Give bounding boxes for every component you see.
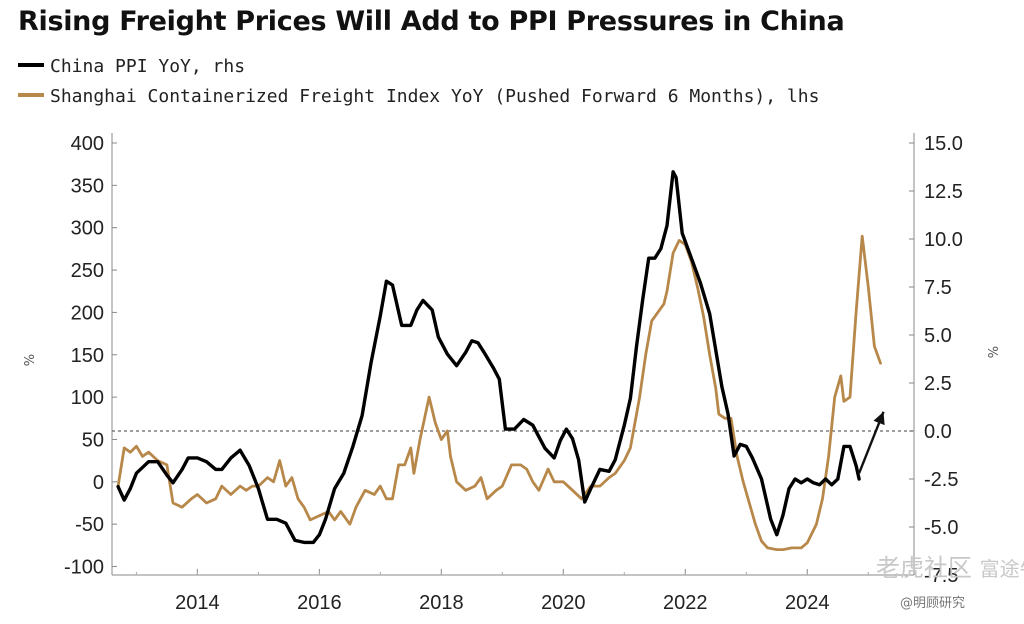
y-right-tick-label: 15.0 (924, 133, 963, 155)
legend-label-ppi: China PPI YoY, rhs (50, 56, 246, 77)
legend-item-ppi: China PPI YoY, rhs (18, 56, 245, 77)
y-right-tick-label: -7.5 (924, 565, 958, 587)
x-tick-label: 2016 (297, 592, 342, 614)
legend-item-scfi: Shanghai Containerized Freight Index YoY… (18, 86, 819, 107)
chart-title: Rising Freight Prices Will Add to PPI Pr… (18, 6, 845, 37)
legend-swatch-ppi (18, 63, 44, 67)
watermark-main: 老虎社区 富途牛牛 (876, 554, 1024, 582)
legend-label-scfi: Shanghai Containerized Freight Index YoY… (50, 86, 820, 107)
y-left-tick-label: 100 (71, 387, 104, 409)
y-left-tick-label: 200 (71, 302, 104, 324)
y-left-tick-label: -50 (75, 514, 104, 536)
y-right-tick-label: 7.5 (924, 277, 952, 299)
y-right-tick-label: -2.5 (924, 469, 958, 491)
y-right-tick-label: 12.5 (924, 181, 963, 203)
x-tick-label: 2018 (419, 592, 464, 614)
y-left-tick-label: 0 (93, 472, 104, 494)
y-left-tick-label: 400 (71, 133, 104, 155)
legend-swatch-scfi (18, 93, 44, 97)
y-left-tick-label: -100 (64, 557, 104, 579)
y-right-tick-label: 5.0 (924, 325, 952, 347)
x-tick-label: 2024 (785, 592, 830, 614)
x-tick-label: 2020 (541, 592, 586, 614)
y-right-tick-label: 2.5 (924, 373, 952, 395)
watermark-source: @明顾研究 (900, 596, 966, 611)
y-left-tick-label: 250 (71, 260, 104, 282)
x-tick-label: 2014 (175, 592, 220, 614)
y-right-unit: % (987, 346, 1002, 358)
y-right-tick-label: 0.0 (924, 421, 952, 443)
x-tick-label: 2022 (663, 592, 708, 614)
y-left-unit: % (23, 354, 38, 366)
y-left-tick-label: 350 (71, 175, 104, 197)
y-right-tick-label: 10.0 (924, 229, 963, 251)
y-left-tick-label: 150 (71, 345, 104, 367)
series-line-ppi (116, 170, 861, 545)
annotation-arrow-head (873, 411, 885, 426)
y-right-tick-label: -5.0 (924, 517, 958, 539)
y-left-tick-label: 300 (71, 218, 104, 240)
y-left-tick-label: 50 (82, 429, 104, 451)
series-line-scfi (116, 234, 882, 551)
